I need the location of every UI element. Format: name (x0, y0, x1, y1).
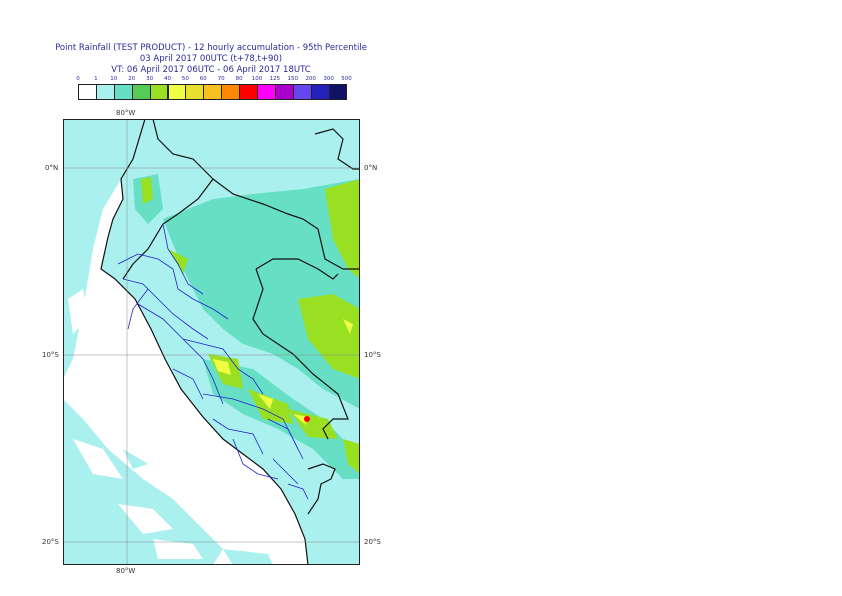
rain-peak (304, 416, 310, 422)
colorbar-tick-label: 500 (341, 76, 352, 82)
colorbar-swatch (131, 84, 151, 100)
colorbar-tick-label: 30 (146, 76, 154, 82)
graticule (63, 119, 360, 565)
colorbar-tick-label: 200 (305, 76, 316, 82)
colorbar-swatch (78, 84, 97, 100)
colorbar-swatch (310, 84, 330, 100)
colorbar-tick-label: 0 (76, 76, 80, 82)
map-frame (63, 119, 360, 565)
colorbar-tick-label: 20 (128, 76, 136, 82)
lat-label-10s-right: 10°S (364, 351, 381, 359)
colorbar-swatch (328, 84, 348, 100)
lat-label-20s-left: 20°S (42, 538, 59, 546)
colorbar-tick-label: 50 (181, 76, 189, 82)
colorbar-swatch (185, 84, 205, 100)
colorbar-tick-label: 10 (110, 76, 118, 82)
colorbar-swatch (292, 84, 312, 100)
colorbar-swatch (274, 84, 294, 100)
lat-label-0-right: 0°N (364, 164, 378, 172)
admin-boundaries (117, 223, 309, 500)
rain-yellow-areas (213, 319, 353, 425)
lat-label-20s-right: 20°S (364, 538, 381, 546)
offshore-gaps (68, 289, 203, 559)
lon-label-bottom: 80°W (116, 567, 136, 575)
colorbar-tick-label: 100 (251, 76, 263, 82)
map-title: Point Rainfall (TEST PRODUCT) - 12 hourl… (55, 43, 367, 53)
colorbar-tick-label: 150 (287, 76, 299, 82)
valid-time: VT: 06 April 2017 06UTC - 06 April 2017 … (111, 65, 311, 75)
rain-green-areas (141, 177, 360, 474)
colorbar-tick-label: 70 (217, 76, 225, 82)
country-borders (100, 118, 360, 566)
colorbar-swatch (257, 84, 276, 100)
colorbar-tick-label: 125 (269, 76, 281, 82)
colorbar-tick-label: 60 (199, 76, 207, 82)
colorbar-tick-label: 1 (94, 76, 98, 82)
lon-label-top: 80°W (116, 109, 136, 117)
offshore-rain (63, 119, 273, 565)
colorbar-swatch (239, 84, 258, 100)
colorbar-swatch (221, 84, 241, 100)
run-time: 03 April 2017 00UTC (t+78,t+90) (139, 54, 283, 64)
rainfall-map (63, 118, 360, 566)
colorbar-swatch (149, 84, 169, 100)
colorbar-tick-label: 80 (235, 76, 243, 82)
colorbar-tick-label: 40 (164, 76, 171, 82)
lat-label-0-left: 0°N (45, 164, 59, 172)
map-canvas (63, 118, 360, 566)
colorbar-swatch (113, 84, 133, 100)
colorbar-tick-label: 300 (323, 76, 334, 82)
colorbar-swatch (203, 84, 223, 100)
colorbar-swatch (95, 84, 115, 100)
lat-label-10s-left: 10°S (42, 351, 59, 359)
colorbar-swatch (167, 84, 187, 100)
